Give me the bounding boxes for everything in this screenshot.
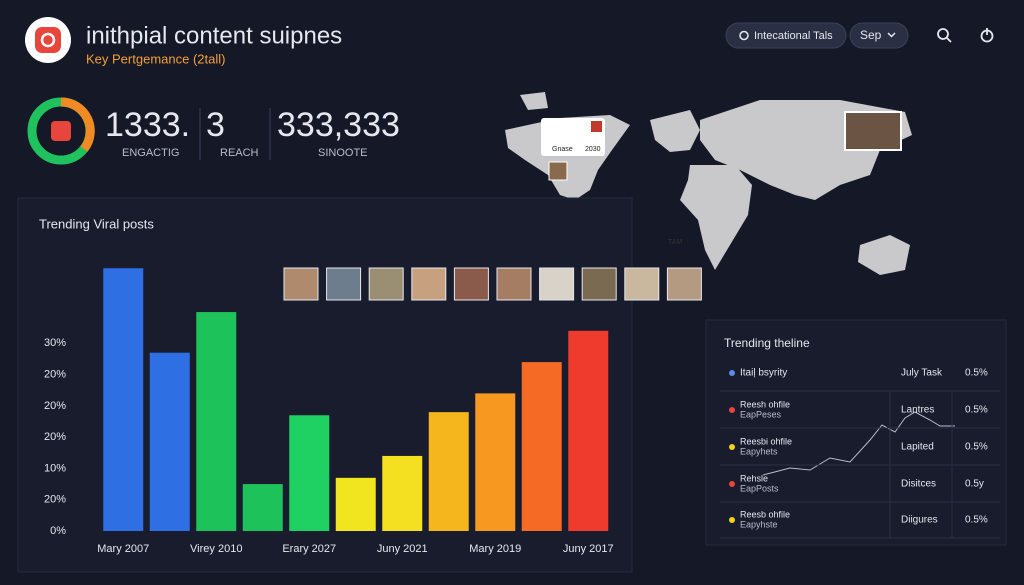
y-tick-label: 30% bbox=[44, 337, 66, 349]
bar bbox=[196, 312, 237, 531]
map-marker: TAM bbox=[668, 239, 682, 246]
row-dot bbox=[729, 481, 735, 487]
page-subtitle: Key Pertgemance (2tall) bbox=[86, 51, 225, 66]
row-metric: Lantres bbox=[901, 405, 934, 416]
row-name: Reesbi ohfile bbox=[740, 436, 792, 446]
y-tick-label: 0% bbox=[50, 525, 66, 537]
map-popup-text: Gnase bbox=[552, 146, 573, 153]
search-button-handle bbox=[946, 37, 952, 43]
bar bbox=[103, 268, 144, 531]
row-name: Itaiļ bsyrity bbox=[740, 368, 787, 379]
kpi-value: 333,333 bbox=[277, 106, 400, 144]
row-value: 0.5% bbox=[965, 368, 988, 379]
row-value: 0.5% bbox=[965, 515, 988, 526]
trending-title: Trending theline bbox=[724, 336, 810, 350]
post-thumbnail bbox=[539, 267, 575, 301]
row-metric: Diigures bbox=[901, 515, 938, 526]
row-metric: Lapited bbox=[901, 442, 934, 453]
post-thumbnail bbox=[496, 267, 532, 301]
bar bbox=[568, 330, 609, 531]
row-sub: Eapyhste bbox=[740, 519, 778, 529]
x-tick-label: Mary 2007 bbox=[97, 543, 149, 555]
search-text: Intecational Tals bbox=[754, 30, 833, 42]
row-value: 0.5% bbox=[965, 442, 988, 453]
search-button[interactable] bbox=[937, 28, 949, 40]
bar bbox=[521, 362, 562, 531]
row-dot bbox=[729, 407, 735, 413]
row-dot bbox=[729, 517, 735, 523]
chart-title: Trending Viral posts bbox=[39, 216, 154, 231]
kpi-icon bbox=[51, 121, 71, 141]
row-sub: Eapyhets bbox=[740, 446, 778, 456]
row-value: 0.5y bbox=[965, 479, 984, 490]
y-tick-label: 20% bbox=[44, 431, 66, 443]
x-tick-label: Juny 2017 bbox=[563, 543, 614, 555]
bar bbox=[289, 415, 330, 531]
bar bbox=[382, 455, 423, 531]
row-dot bbox=[729, 444, 735, 450]
dropdown-caret bbox=[887, 32, 896, 38]
x-tick-label: Mary 2019 bbox=[469, 543, 521, 555]
y-tick-label: 10% bbox=[44, 462, 66, 474]
post-thumbnail bbox=[581, 267, 617, 301]
post-thumbnail bbox=[411, 267, 447, 301]
trend-sparkline bbox=[762, 411, 955, 476]
kpi-value: 3 bbox=[206, 106, 225, 144]
row-sub: EapPosts bbox=[740, 483, 779, 493]
search-icon bbox=[739, 30, 749, 41]
map-popup bbox=[541, 118, 605, 156]
kpi-label: ENGACTIG bbox=[122, 147, 179, 159]
post-thumbnail bbox=[326, 267, 362, 301]
bar bbox=[428, 412, 469, 531]
kpi-label: SINOOTE bbox=[318, 147, 368, 159]
y-tick-label: 20% bbox=[44, 494, 66, 506]
trending-panel bbox=[705, 319, 1007, 546]
row-value: 0.5% bbox=[965, 405, 988, 416]
row-dot bbox=[729, 370, 735, 376]
row-metric: Disitces bbox=[901, 479, 936, 490]
logo-lens bbox=[40, 32, 56, 48]
map-popup-thumb bbox=[591, 121, 602, 132]
x-tick-label: Virey 2010 bbox=[190, 543, 242, 555]
x-tick-label: Erary 2027 bbox=[282, 543, 336, 555]
post-thumbnail bbox=[368, 267, 404, 301]
bar bbox=[149, 352, 190, 531]
bar bbox=[475, 393, 516, 531]
post-thumbnail bbox=[624, 267, 660, 301]
page-title: inithpial content suipnes bbox=[86, 22, 342, 49]
bar bbox=[335, 477, 376, 531]
map-thumb bbox=[548, 161, 568, 181]
map-popup-text: 2030 bbox=[585, 146, 601, 153]
y-tick-label: 20% bbox=[44, 369, 66, 381]
row-name: Reesb ohfile bbox=[740, 509, 790, 519]
x-tick-label: Juny 2021 bbox=[377, 543, 428, 555]
post-thumbnail bbox=[453, 267, 489, 301]
kpi-value: 1333. bbox=[105, 106, 190, 144]
row-sub: EapPeses bbox=[740, 409, 782, 419]
kpi-label: REACH bbox=[220, 147, 259, 159]
row-name: Rehsle bbox=[740, 473, 768, 483]
y-tick-label: 20% bbox=[44, 400, 66, 412]
bar bbox=[242, 484, 283, 531]
row-metric: July Task bbox=[901, 368, 943, 379]
map-thumb bbox=[844, 111, 902, 151]
dropdown[interactable] bbox=[849, 22, 909, 49]
post-thumbnail bbox=[283, 267, 319, 301]
search-box[interactable] bbox=[725, 22, 847, 49]
logo-icon bbox=[35, 27, 61, 53]
post-thumbnail bbox=[666, 267, 702, 301]
dropdown-text: Sep bbox=[860, 28, 882, 42]
row-name: Reesh ohfile bbox=[740, 399, 790, 409]
kpi-ring-segment bbox=[60, 97, 95, 152]
